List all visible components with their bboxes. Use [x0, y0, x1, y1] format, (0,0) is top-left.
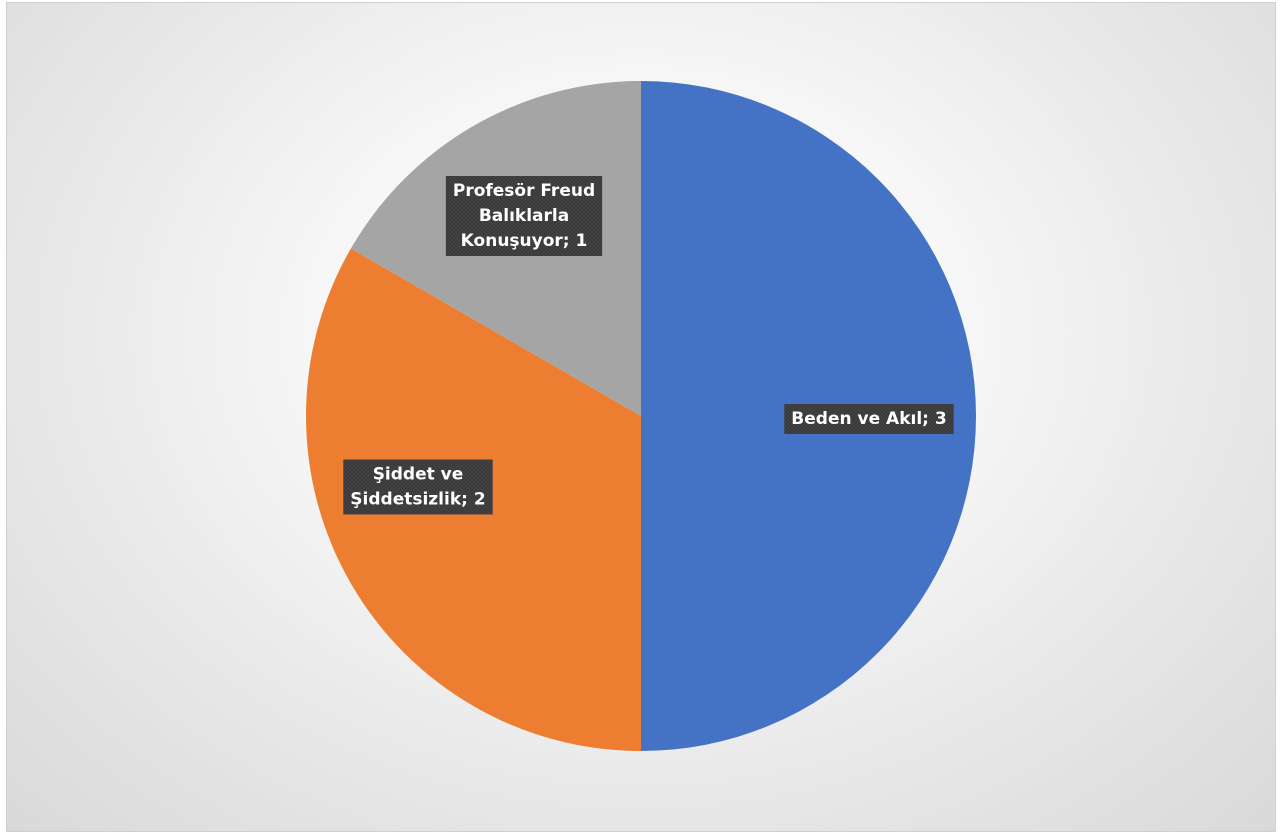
data-label-text: Beden ve Akıl; 3: [791, 409, 946, 429]
pie-chart: Beden ve Akıl; 3 Şiddet ve Şiddetsizlik; 2…: [306, 80, 976, 751]
data-label-text: Konuşuyor; 1: [461, 231, 588, 251]
chart-area: Beden ve Akıl; 3 Şiddet ve Şiddetsizlik; 2…: [6, 2, 1276, 832]
data-label-text: Şiddetsizlik; 2: [350, 490, 485, 510]
data-label-box: [784, 404, 954, 434]
data-label-text: Balıklarla: [479, 206, 569, 226]
data-label-text: Şiddet ve: [373, 465, 464, 485]
data-label-text: Profesör Freud: [453, 181, 595, 201]
data-label-box: [343, 459, 493, 515]
data-label-profesor-freud: Profesör Freud Balıklarla Konuşuyor; 1: [445, 176, 603, 256]
data-label-box: [445, 176, 603, 256]
data-label-siddet-ve-siddetsizlik: Şiddet ve Şiddetsizlik; 2: [343, 459, 493, 515]
pie-data-labels: Beden ve Akıl; 3 Şiddet ve Şiddetsizlik; 2…: [343, 176, 954, 515]
data-label-beden-ve-akil: Beden ve Akıl; 3: [784, 404, 954, 434]
